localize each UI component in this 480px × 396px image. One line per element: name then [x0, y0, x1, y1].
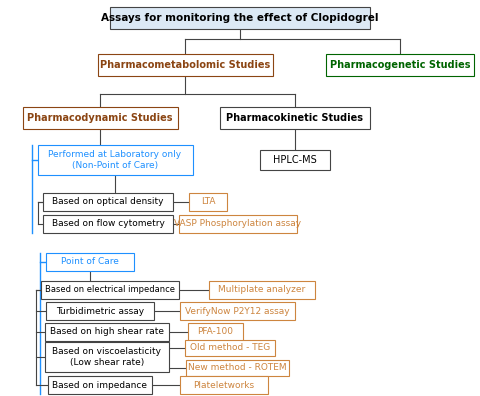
Text: Assays for monitoring the effect of Clopidogrel: Assays for monitoring the effect of Clop… [101, 13, 379, 23]
FancyBboxPatch shape [189, 193, 227, 211]
FancyBboxPatch shape [326, 54, 474, 76]
FancyBboxPatch shape [220, 107, 370, 129]
Text: Plateletworks: Plateletworks [193, 381, 254, 390]
FancyBboxPatch shape [23, 107, 178, 129]
Text: Point of Care: Point of Care [61, 257, 119, 267]
Text: Turbidimetric assay: Turbidimetric assay [56, 307, 144, 316]
Text: VerifyNow P2Y12 assay: VerifyNow P2Y12 assay [185, 307, 289, 316]
Text: VASP Phosphorylation assay: VASP Phosphorylation assay [174, 219, 301, 228]
Text: Pharmacodynamic Studies: Pharmacodynamic Studies [27, 113, 173, 123]
FancyBboxPatch shape [180, 302, 295, 320]
Text: Pharmacokinetic Studies: Pharmacokinetic Studies [227, 113, 363, 123]
FancyBboxPatch shape [188, 323, 242, 341]
FancyBboxPatch shape [46, 302, 154, 320]
Text: Pharmacogenetic Studies: Pharmacogenetic Studies [330, 60, 470, 70]
Text: Pharmacometabolomic Studies: Pharmacometabolomic Studies [100, 60, 270, 70]
Text: Based on flow cytometry: Based on flow cytometry [51, 219, 165, 228]
Text: PFA-100: PFA-100 [197, 327, 233, 337]
Text: New method - ROTEM: New method - ROTEM [188, 364, 286, 373]
FancyBboxPatch shape [48, 376, 152, 394]
FancyBboxPatch shape [45, 323, 169, 341]
Text: Based on high shear rate: Based on high shear rate [50, 327, 164, 337]
FancyBboxPatch shape [110, 7, 370, 29]
FancyBboxPatch shape [180, 376, 268, 394]
FancyBboxPatch shape [46, 253, 134, 271]
Text: Multiplate analyzer: Multiplate analyzer [218, 286, 306, 295]
Text: LTA: LTA [201, 198, 215, 206]
Text: Performed at Laboratory only
(Non-Point of Care): Performed at Laboratory only (Non-Point … [48, 150, 181, 170]
FancyBboxPatch shape [97, 54, 273, 76]
Text: Old method - TEG: Old method - TEG [190, 343, 270, 352]
FancyBboxPatch shape [45, 342, 169, 372]
Text: Based on impedance: Based on impedance [52, 381, 147, 390]
Text: Based on viscoelasticity
(Low shear rate): Based on viscoelasticity (Low shear rate… [52, 347, 161, 367]
Text: HPLC-MS: HPLC-MS [273, 155, 317, 165]
FancyBboxPatch shape [209, 281, 315, 299]
FancyBboxPatch shape [185, 340, 275, 356]
FancyBboxPatch shape [43, 215, 173, 233]
Text: Based on optical density: Based on optical density [52, 198, 164, 206]
FancyBboxPatch shape [260, 150, 330, 170]
FancyBboxPatch shape [179, 215, 297, 233]
Text: Based on electrical impedance: Based on electrical impedance [45, 286, 175, 295]
FancyBboxPatch shape [43, 193, 173, 211]
FancyBboxPatch shape [37, 145, 192, 175]
FancyBboxPatch shape [41, 281, 179, 299]
FancyBboxPatch shape [185, 360, 288, 376]
